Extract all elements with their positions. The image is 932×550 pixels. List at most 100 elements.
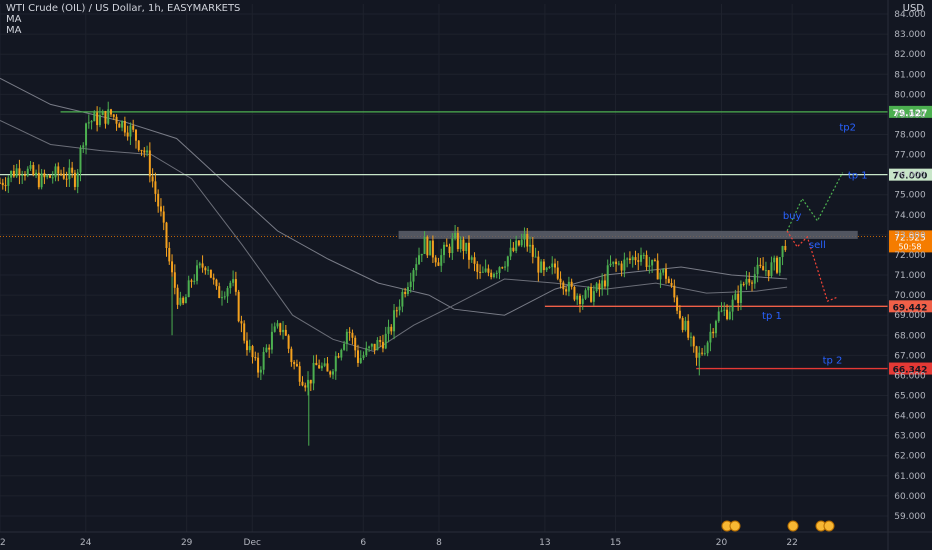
candle-body bbox=[315, 362, 318, 366]
candle-body bbox=[90, 121, 93, 123]
candle-body bbox=[348, 331, 351, 333]
x-tick-label: 20 bbox=[716, 538, 728, 548]
candle-body bbox=[179, 297, 182, 305]
sell-label: sell bbox=[809, 240, 826, 251]
candle-body bbox=[714, 321, 717, 334]
candle-body bbox=[62, 173, 65, 179]
candle-body bbox=[359, 358, 362, 363]
candle-body bbox=[334, 356, 337, 372]
candle-body bbox=[418, 255, 421, 265]
event-icons[interactable] bbox=[721, 520, 835, 532]
tp2-support-price-label: 66.342 bbox=[893, 366, 928, 376]
y-tick-label: 73.000 bbox=[894, 231, 926, 241]
candle-body bbox=[431, 240, 434, 258]
candle-body bbox=[10, 170, 13, 178]
candle-body bbox=[218, 286, 221, 298]
ma-indicator-2[interactable]: MA bbox=[6, 25, 22, 36]
candle-body bbox=[612, 261, 615, 264]
candle-body bbox=[698, 352, 701, 358]
candle-body bbox=[143, 150, 146, 153]
candle-body bbox=[673, 285, 676, 298]
candle-body bbox=[406, 287, 409, 294]
candle-body bbox=[623, 259, 626, 271]
time-axis[interactable]: 22 24 29 Dec 6 8 13 15 20 22 bbox=[0, 531, 932, 548]
candle-body bbox=[659, 272, 662, 280]
x-tick-label: 13 bbox=[539, 538, 550, 548]
candle-body bbox=[134, 129, 137, 141]
candle-body bbox=[182, 297, 185, 304]
candle-body bbox=[115, 116, 118, 124]
candle-body bbox=[409, 281, 412, 288]
candle-body bbox=[540, 261, 543, 273]
event-icon-5[interactable] bbox=[823, 520, 835, 532]
candle-body bbox=[581, 298, 584, 304]
candle-body bbox=[429, 240, 432, 256]
candle-body bbox=[692, 336, 695, 347]
candle-body bbox=[473, 257, 476, 264]
symbol-title[interactable]: WTI Crude (OIL) / US Dollar, 1h, EASYMAR… bbox=[6, 3, 241, 14]
candle-body bbox=[54, 166, 57, 178]
candle-body bbox=[642, 254, 645, 256]
candle-body bbox=[501, 267, 504, 269]
currency-label[interactable]: USD bbox=[902, 3, 924, 14]
ma-indicator-1[interactable]: MA bbox=[6, 14, 22, 25]
y-tick-label: 79.000 bbox=[894, 110, 926, 120]
candle-body bbox=[465, 242, 468, 251]
candle-body bbox=[440, 255, 443, 266]
tp1-resistance-price-tag bbox=[889, 168, 932, 181]
candle-body bbox=[720, 310, 723, 312]
candle-body bbox=[40, 173, 43, 188]
candle-body bbox=[726, 309, 729, 320]
candle-body bbox=[184, 297, 187, 304]
candle-body bbox=[212, 277, 215, 280]
candle-body bbox=[276, 323, 279, 327]
candle-body bbox=[379, 340, 382, 342]
event-icon-2[interactable] bbox=[729, 520, 741, 532]
candle-body bbox=[437, 262, 440, 266]
candle-body bbox=[637, 260, 640, 262]
candle-body bbox=[759, 264, 762, 267]
candle-body bbox=[606, 265, 609, 287]
candle-body bbox=[187, 280, 190, 298]
candle-body bbox=[781, 245, 784, 258]
candle-body bbox=[284, 329, 287, 336]
candle-body bbox=[401, 291, 404, 307]
candle-body bbox=[454, 233, 457, 239]
current-price-tag bbox=[889, 230, 932, 253]
candle-body bbox=[0, 182, 1, 184]
candle-body bbox=[157, 193, 160, 207]
candle-body bbox=[448, 246, 451, 254]
candle-body bbox=[190, 280, 193, 282]
candle-body bbox=[176, 287, 179, 305]
candle-body bbox=[590, 286, 593, 302]
y-tick-label: 78.000 bbox=[894, 130, 926, 140]
candle-body bbox=[534, 256, 537, 258]
resistance-zone-box bbox=[398, 230, 858, 239]
y-tick-label: 61.000 bbox=[894, 472, 926, 482]
candle-body bbox=[601, 280, 604, 290]
y-tick-label: 63.000 bbox=[894, 432, 926, 442]
candle-body bbox=[739, 283, 742, 303]
candle-body bbox=[398, 306, 401, 311]
candle-body bbox=[207, 269, 210, 271]
candle-body bbox=[4, 185, 7, 187]
candle-body bbox=[301, 381, 304, 386]
candle-body bbox=[684, 320, 687, 330]
candle-body bbox=[257, 357, 260, 373]
y-tick-label: 82.000 bbox=[894, 50, 926, 60]
y-tick-label: 81.000 bbox=[894, 70, 926, 80]
candle-body bbox=[742, 283, 745, 285]
y-tick-label: 65.000 bbox=[894, 391, 926, 401]
candle-body bbox=[776, 257, 778, 273]
candle-body bbox=[295, 364, 298, 367]
candle-body bbox=[559, 278, 562, 283]
x-tick-label: 15 bbox=[610, 538, 621, 548]
candle-body bbox=[254, 357, 257, 359]
candle-body bbox=[756, 264, 759, 275]
candle-body bbox=[570, 281, 573, 287]
candle-body bbox=[678, 310, 681, 319]
candle-body bbox=[470, 257, 473, 260]
event-icon-3[interactable] bbox=[787, 520, 799, 532]
